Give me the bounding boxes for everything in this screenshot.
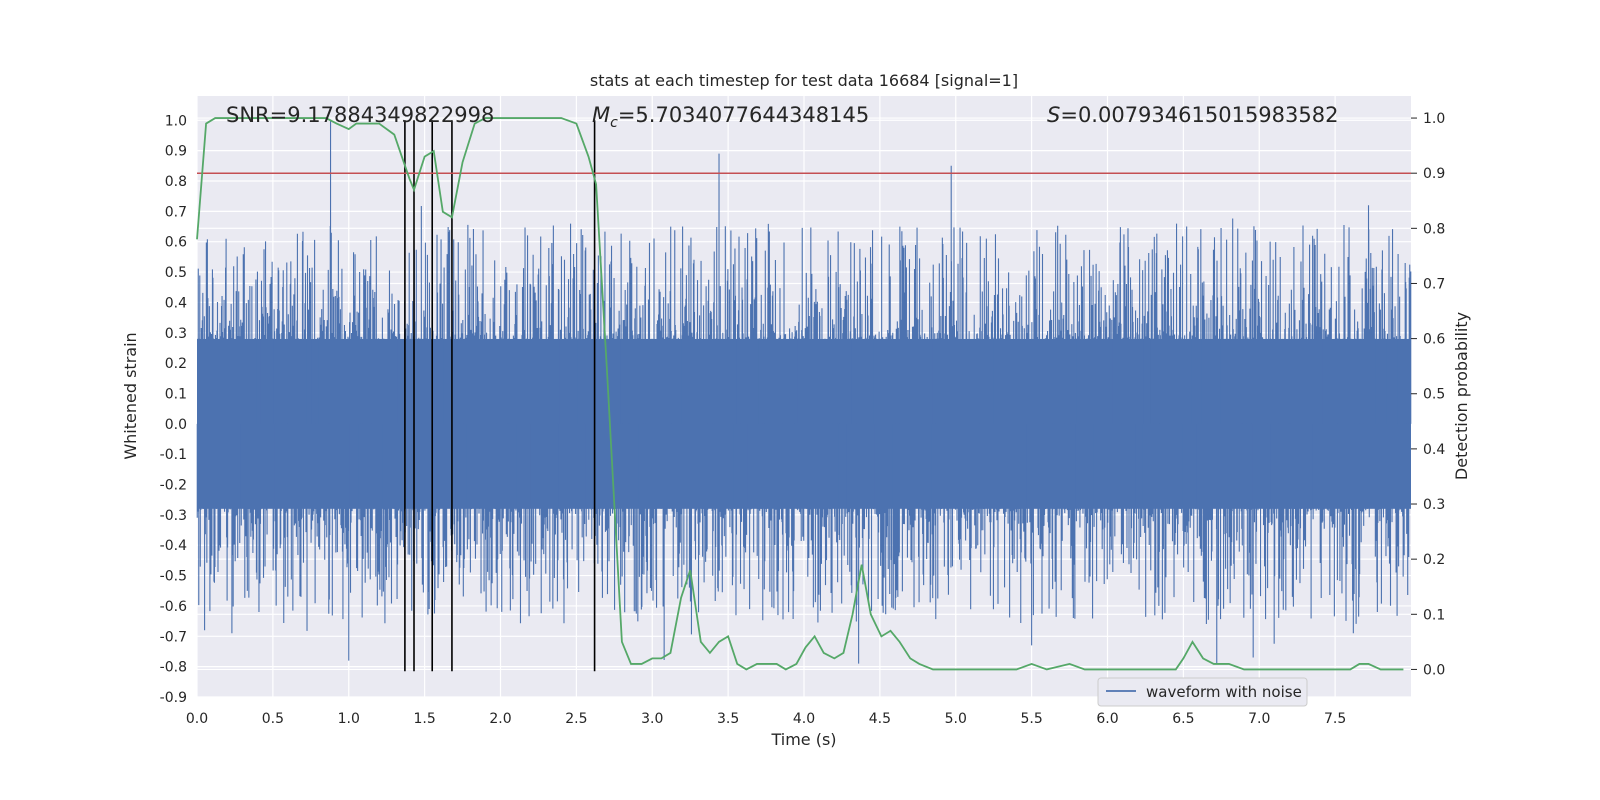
x-tick-label: 4.5 — [869, 711, 891, 727]
probability-line — [196, 117, 1404, 671]
y-right-tick-label: 0.0 — [1423, 662, 1445, 678]
y-tick-label: -0.2 — [160, 478, 187, 494]
y-tick-label: 0.1 — [165, 386, 187, 402]
s-symbol: S — [1047, 103, 1060, 127]
y-tick-label: -0.7 — [160, 629, 187, 645]
y-right-tick-label: 0.6 — [1423, 332, 1445, 348]
y-axis-ticks: -0.9 -0.8 -0.7 -0.6 -0.5 -0.4 -0.3 -0.2 -0.1 0.0 0… — [160, 113, 187, 706]
y-tick-label: 0.5 — [165, 265, 187, 281]
y-right-tick-label: 0.3 — [1423, 497, 1445, 513]
x-tick-label: 0.0 — [186, 711, 208, 727]
x-tick-label: 5.0 — [945, 711, 967, 727]
y-axis-right-label: Detection probability — [1452, 312, 1471, 480]
y-tick-label: 0.7 — [165, 204, 187, 220]
x-tick-label: 7.5 — [1324, 711, 1346, 727]
legend-box — [1097, 677, 1308, 707]
x-tick-label: 1.0 — [338, 711, 360, 727]
y-tick-label: 0.4 — [165, 295, 187, 311]
y-axis-label: Whitened strain — [121, 332, 140, 459]
y-right-tick-label: 0.4 — [1423, 442, 1445, 458]
x-tick-label: 3.0 — [641, 711, 663, 727]
y-tick-label: -0.9 — [160, 690, 187, 706]
chirp-mass-symbol: M — [592, 103, 610, 127]
y-tick-label: 0.2 — [165, 356, 187, 372]
y-tick-label: 0.0 — [165, 417, 187, 433]
x-tick-label: 7.0 — [1248, 711, 1270, 727]
waveform-line — [196, 120, 1412, 664]
y-right-tick-label: 0.7 — [1423, 276, 1445, 292]
y-tick-label: -0.5 — [160, 569, 187, 585]
waveform-series — [196, 120, 1412, 664]
x-tick-label: 1.5 — [413, 711, 435, 727]
y-right-tick-label: 0.1 — [1423, 607, 1445, 623]
y-right-tick-label: 0.8 — [1423, 221, 1445, 237]
y-tick-label: 0.3 — [165, 326, 187, 342]
y-tick-label: -0.6 — [160, 599, 187, 615]
s-value: =0.007934615015983582 — [1060, 103, 1338, 127]
x-tick-label: 2.5 — [565, 711, 587, 727]
y-tick-label: 1.0 — [165, 113, 187, 129]
y-tick-label: -0.3 — [160, 508, 187, 524]
x-tick-label: 4.0 — [793, 711, 815, 727]
y-tick-label: -0.4 — [160, 538, 187, 554]
x-tick-label: 5.5 — [1020, 711, 1042, 727]
legend: waveform with noise — [1097, 677, 1308, 707]
probability-series — [196, 117, 1404, 671]
x-tick-label: 0.5 — [262, 711, 284, 727]
vertical-markers — [404, 120, 596, 672]
y-right-tick-label: 0.5 — [1423, 387, 1445, 403]
y-tick-label: -0.1 — [160, 447, 187, 463]
chirp-mass-value: =5.7034077644348145 — [618, 103, 869, 127]
y-tick-label: 0.8 — [165, 174, 187, 190]
y-right-tick-label: 0.9 — [1423, 166, 1445, 182]
chart-title: stats at each timestep for test data 166… — [590, 71, 1018, 90]
y-axis-right-ticks: 0.0 0.1 0.2 0.3 0.4 0.5 0.6 0.7 0.8 0.9 1.0 — [1411, 111, 1445, 678]
x-tick-label: 6.0 — [1096, 711, 1118, 727]
legend-label: waveform with noise — [1146, 683, 1302, 701]
x-axis-ticks: 0.0 0.5 1.0 1.5 2.0 2.5 3.0 3.5 4.0 4.5 5.0 5.5 6.0 6… — [186, 711, 1346, 727]
y-tick-label: 0.6 — [165, 235, 187, 251]
y-tick-label: 0.9 — [165, 144, 187, 160]
chirp-mass-annotation: Mc=5.7034077644348145 — [592, 103, 869, 131]
y-right-tick-label: 1.0 — [1423, 111, 1445, 127]
y-right-tick-label: 0.2 — [1423, 552, 1445, 568]
chirp-mass-subscript: c — [610, 115, 618, 131]
s-annotation: S=0.007934615015983582 — [1047, 103, 1338, 127]
x-tick-label: 2.0 — [489, 711, 511, 727]
x-tick-label: 6.5 — [1172, 711, 1194, 727]
y-tick-label: -0.8 — [160, 660, 187, 676]
snr-annotation: SNR=9.17884349822998 — [226, 103, 494, 127]
x-axis-label: Time (s) — [770, 730, 836, 749]
x-tick-label: 3.5 — [717, 711, 739, 727]
